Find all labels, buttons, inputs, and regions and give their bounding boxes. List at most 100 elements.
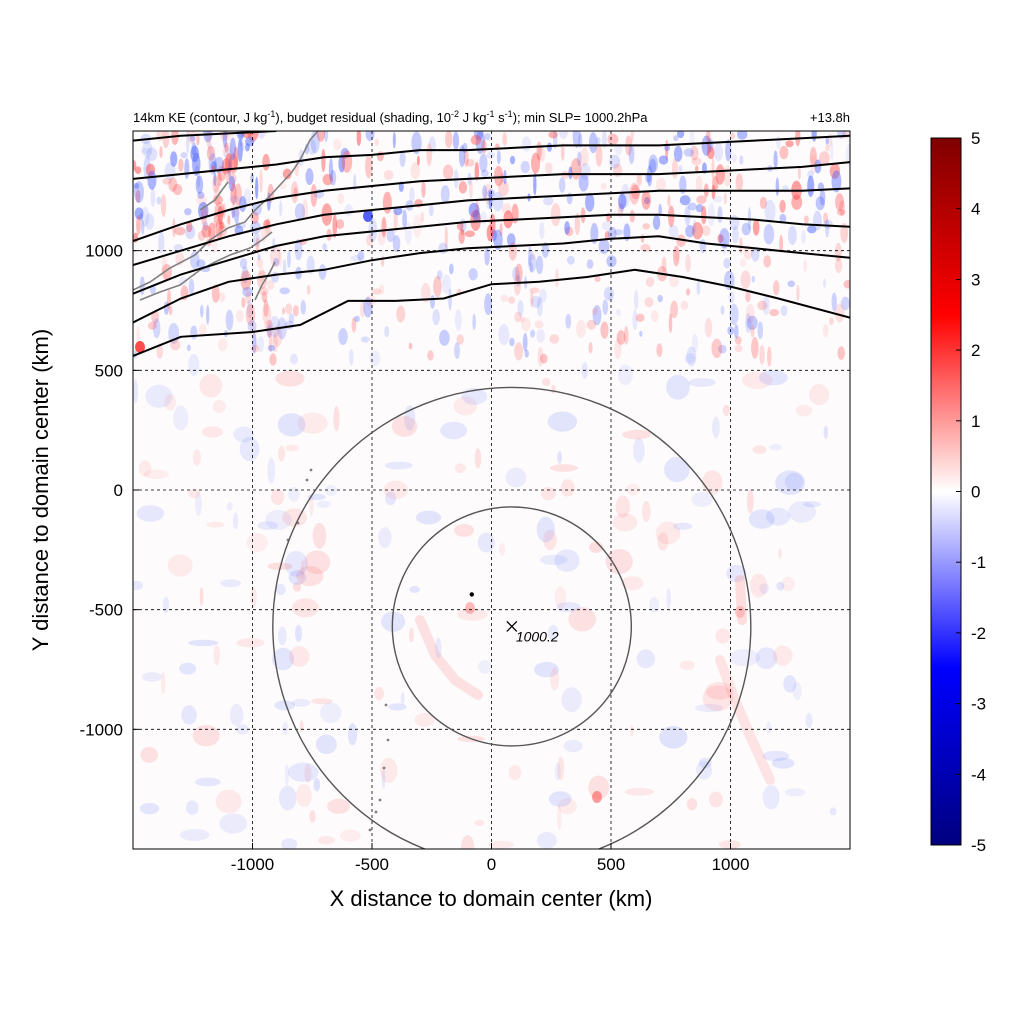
shading-blob — [541, 242, 549, 258]
shading-blob — [613, 229, 623, 236]
shading-blob — [435, 637, 442, 659]
shading-blob — [134, 166, 142, 175]
shading-blob — [676, 131, 685, 139]
shading-blob — [570, 158, 582, 180]
shading-blob — [195, 175, 204, 195]
shading-blob — [739, 257, 747, 268]
shading-blob — [549, 334, 560, 344]
shading-blob — [322, 173, 334, 186]
shading-blob — [426, 142, 432, 167]
range-rings — [272, 386, 752, 849]
shading-blob — [578, 173, 589, 192]
shading-blob — [729, 303, 739, 326]
shading-blob — [245, 303, 256, 326]
shading-blob — [661, 256, 667, 273]
shading-blob — [152, 318, 161, 339]
shading-blob — [711, 338, 723, 359]
shading-blob — [317, 836, 336, 845]
shading-blob — [239, 195, 247, 212]
shading-blob — [465, 158, 475, 167]
shading-blob — [577, 151, 582, 167]
shading-blob — [432, 309, 440, 326]
shading-blob — [184, 158, 190, 179]
shading-blob — [240, 270, 252, 291]
shading-blob — [542, 377, 551, 387]
shading-blob — [162, 596, 170, 614]
shading-blob — [146, 147, 158, 162]
shading-blob — [600, 182, 607, 190]
shading-blob — [477, 532, 495, 553]
shading-blob — [247, 131, 259, 142]
shading-blob — [629, 209, 635, 223]
shading-blob — [509, 337, 515, 347]
shading-blob — [664, 456, 690, 483]
shading-blob — [802, 501, 821, 508]
shading-blob — [162, 131, 170, 149]
shading-arc — [415, 615, 483, 700]
shading-blob — [673, 135, 679, 142]
shading-blob — [186, 221, 193, 233]
shading-blob — [300, 559, 305, 579]
shading-blob — [258, 286, 269, 296]
shading-blob — [718, 840, 741, 849]
shading-blob — [728, 291, 735, 304]
shading-blob — [145, 163, 156, 177]
shading-blob — [524, 349, 529, 358]
shading-blob — [769, 309, 780, 317]
shading-blob — [537, 147, 546, 162]
shading-blob — [239, 131, 244, 147]
shading-blob — [449, 263, 454, 275]
shading-blob — [235, 309, 244, 323]
shading-blob — [775, 470, 806, 495]
shading-blob — [618, 193, 627, 210]
shading-blob — [289, 646, 310, 667]
shading-blob — [178, 158, 184, 172]
shading-blob — [444, 131, 453, 149]
shading-blob — [458, 181, 468, 194]
shading-blob — [251, 344, 260, 353]
shading-blob — [482, 185, 488, 200]
shading-blob — [655, 177, 667, 192]
shading-blob — [823, 425, 829, 439]
shading-blob — [673, 145, 683, 162]
shading-blob — [213, 156, 225, 173]
shading-blob — [825, 136, 829, 145]
shading-blob — [735, 606, 745, 618]
shading-blob — [374, 686, 384, 701]
shading-blob — [256, 257, 264, 268]
x-tick-label: 0 — [487, 855, 496, 874]
shading-blob — [729, 649, 761, 667]
shading-blob — [779, 234, 784, 253]
shading-blob — [162, 177, 172, 185]
shading-blob — [659, 725, 688, 749]
shading-blob — [134, 207, 144, 220]
shading-blob — [237, 138, 243, 162]
shading-blob — [517, 299, 524, 317]
shading-blob — [233, 512, 239, 530]
shading-blob — [686, 346, 697, 367]
shading-blob — [696, 280, 701, 296]
shading-blob — [603, 286, 614, 301]
shading-blob — [679, 660, 695, 671]
shading-blob — [795, 404, 813, 417]
shading-blob — [557, 451, 563, 465]
shading-blob — [636, 173, 642, 186]
shading-blob — [807, 225, 817, 234]
shading-blob — [680, 300, 689, 311]
shading-blob — [722, 404, 730, 417]
shading-blob — [576, 319, 586, 339]
shading-blob — [231, 207, 235, 219]
shading-blob — [356, 131, 362, 146]
shading-blob — [275, 370, 305, 387]
shading-blob — [539, 222, 545, 240]
shading-blob — [304, 143, 310, 155]
shading-blob — [602, 299, 609, 315]
shading-arc — [715, 655, 775, 785]
shading-blob — [228, 176, 236, 192]
shading-blob — [179, 662, 197, 675]
shading-blob — [691, 157, 702, 166]
shading-blob — [233, 205, 240, 224]
shading-blob — [765, 507, 791, 526]
shading-blob — [288, 487, 300, 502]
shading-blob — [460, 835, 475, 849]
